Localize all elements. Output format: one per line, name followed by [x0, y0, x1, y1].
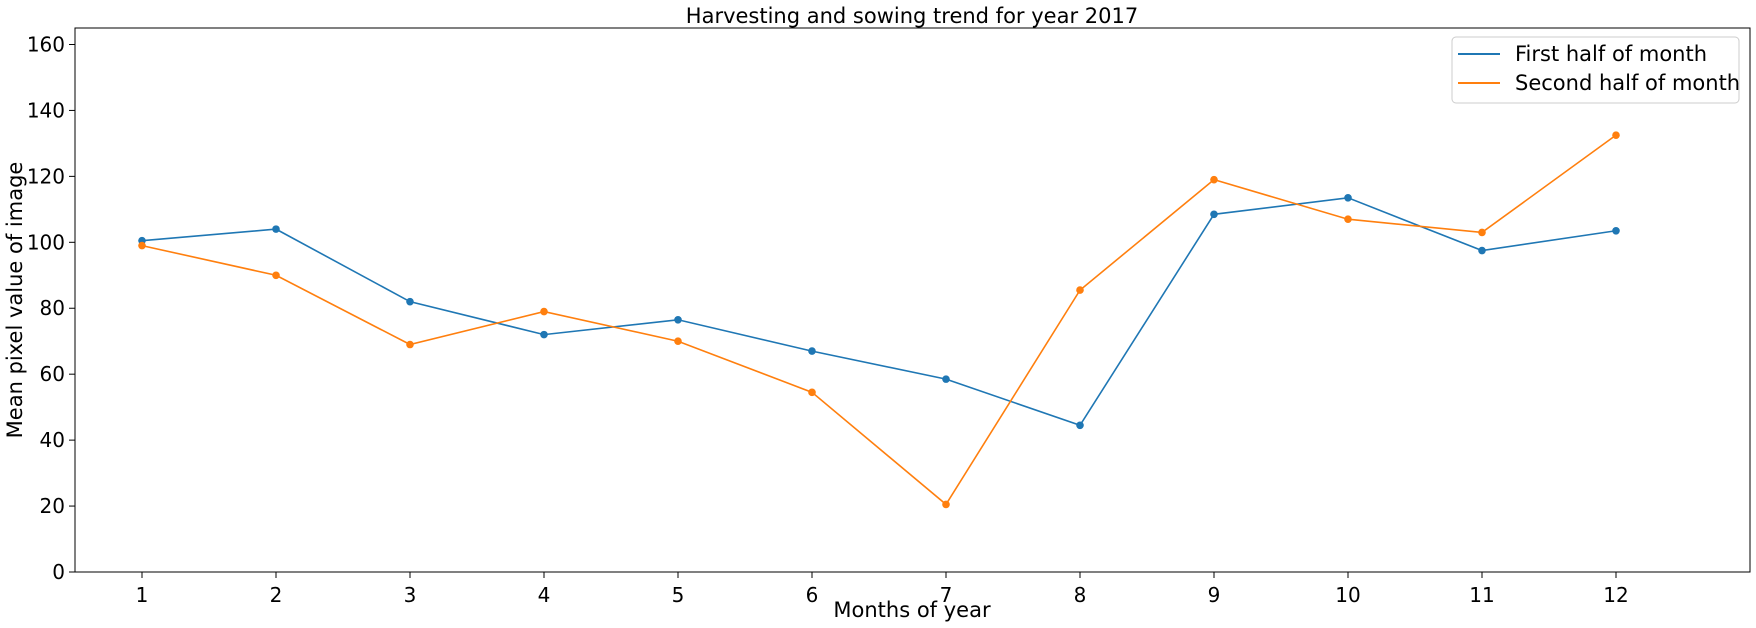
series-2-point-2	[272, 271, 280, 279]
x-tick-label-6: 6	[806, 583, 819, 607]
x-tick-label-2: 2	[270, 583, 283, 607]
series-2-point-10	[1344, 215, 1352, 223]
chart-title: Harvesting and sowing trend for year 201…	[686, 4, 1138, 28]
series-1-point-2	[272, 225, 280, 233]
x-tick-label-5: 5	[672, 583, 685, 607]
series-1-point-6	[808, 347, 816, 355]
plot-area-frame	[75, 28, 1750, 572]
y-tick-label-60: 60	[40, 362, 65, 386]
series-1-point-5	[674, 316, 682, 324]
y-tick-label-100: 100	[27, 230, 65, 254]
series-2-point-6	[808, 389, 816, 397]
series-layer	[138, 131, 1620, 508]
y-axis-label: Mean pixel value of image	[3, 162, 27, 439]
x-axis-label: Months of year	[833, 598, 991, 622]
y-tick-label-40: 40	[40, 428, 65, 452]
series-1-point-3	[406, 298, 414, 306]
series-2-point-11	[1478, 229, 1486, 237]
series-2-point-8	[1076, 286, 1084, 294]
x-tick-label-3: 3	[404, 583, 417, 607]
y-tick-label-80: 80	[40, 296, 65, 320]
y-axis-ticks: 0 20 40 60 80 100 120 140 160	[27, 32, 75, 584]
legend-label-first-half: First half of month	[1515, 42, 1707, 66]
series-line-1	[142, 198, 1616, 425]
series-2-point-5	[674, 337, 682, 345]
y-tick-label-140: 140	[27, 98, 65, 122]
series-2-point-9	[1210, 176, 1218, 184]
series-2-point-12	[1612, 131, 1620, 139]
x-tick-label-1: 1	[136, 583, 149, 607]
series-1-point-11	[1478, 247, 1486, 255]
legend-label-second-half: Second half of month	[1515, 71, 1740, 95]
series-1-point-8	[1076, 421, 1084, 429]
x-tick-label-12: 12	[1603, 583, 1628, 607]
series-2-point-7	[942, 501, 950, 509]
x-tick-label-8: 8	[1074, 583, 1087, 607]
x-tick-label-11: 11	[1469, 583, 1494, 607]
series-2-point-3	[406, 341, 414, 349]
series-2-point-1	[138, 242, 146, 250]
y-tick-label-160: 160	[27, 32, 65, 56]
y-tick-label-20: 20	[40, 494, 65, 518]
y-tick-label-0: 0	[52, 560, 65, 584]
legend: First half of month Second half of month	[1452, 37, 1740, 103]
x-tick-label-10: 10	[1335, 583, 1360, 607]
series-2-point-4	[540, 308, 548, 316]
series-1-point-4	[540, 331, 548, 339]
series-1-point-9	[1210, 210, 1218, 218]
series-line-2	[142, 135, 1616, 504]
y-tick-label-120: 120	[27, 164, 65, 188]
series-1-point-7	[942, 375, 950, 383]
x-tick-label-9: 9	[1208, 583, 1221, 607]
series-1-point-10	[1344, 194, 1352, 202]
series-1-point-12	[1612, 227, 1620, 235]
x-tick-label-4: 4	[538, 583, 551, 607]
